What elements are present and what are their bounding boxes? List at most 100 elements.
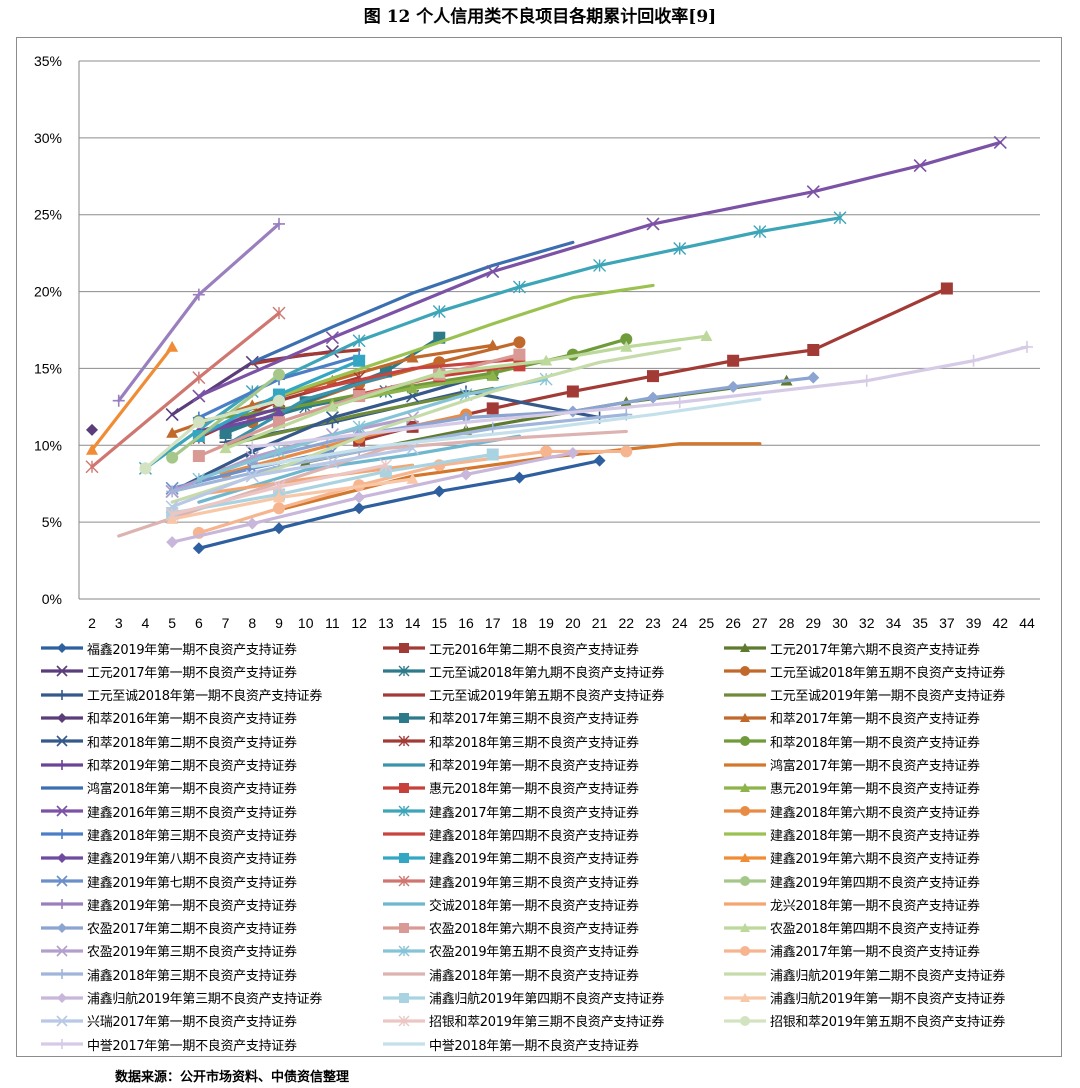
legend-swatch <box>724 666 766 677</box>
legend-label: 建鑫2017年第二期不良资产支持证券 <box>429 805 639 821</box>
data-point <box>273 217 285 230</box>
x-tick-label: 17 <box>485 615 501 631</box>
legend-label: 招银和萃2019年第三期不良资产支持证券 <box>429 1015 665 1031</box>
legend-item: 中誉2018年第一期不良资产支持证券 <box>382 1034 639 1054</box>
legend-label: 浦鑫归航2019年第三期不良资产支持证券 <box>87 992 323 1007</box>
series-50 <box>165 458 393 521</box>
data-point <box>753 225 767 239</box>
legend-label: 农盈2019年第五期不良资产支持证券 <box>429 945 639 961</box>
data-point <box>352 334 366 348</box>
series-line <box>90 345 174 452</box>
series-9 <box>223 386 495 447</box>
legend-item: 建鑫2019年第四期不良资产支持证券 <box>723 871 980 891</box>
series-34 <box>112 217 285 407</box>
legend-swatch <box>41 735 83 747</box>
data-point <box>593 258 607 272</box>
data-point <box>192 450 205 463</box>
legend-swatch <box>41 852 83 863</box>
x-tick-label: 24 <box>672 615 688 631</box>
data-point <box>727 354 740 367</box>
legend-swatch <box>383 972 425 976</box>
data-point <box>379 458 393 472</box>
legend-label: 建鑫2018年第六期不良资产支持证券 <box>770 805 980 821</box>
legend-swatch <box>383 805 425 817</box>
series-line <box>197 449 628 535</box>
data-point <box>399 782 409 793</box>
legend-label: 工元至诚2018年第五期不良资产支持证券 <box>770 665 1006 681</box>
x-tick-label: 10 <box>298 615 314 631</box>
series-53 <box>250 397 762 469</box>
y-tick-label: 20% <box>34 284 62 300</box>
legend-swatch <box>41 759 83 770</box>
data-point <box>166 426 179 438</box>
data-point <box>56 1015 68 1027</box>
data-point <box>967 354 980 367</box>
series-line <box>250 240 575 364</box>
data-point <box>486 339 499 351</box>
legend-label: 浦鑫2017年第一期不良资产支持证券 <box>770 945 980 961</box>
data-point <box>57 829 67 840</box>
legend-item: 龙兴2018年第一期不良资产支持证券 <box>723 894 980 914</box>
legend-swatch <box>383 1042 425 1046</box>
legend-label: 建鑫2018年第四期不良资产支持证券 <box>429 828 639 844</box>
legend-label: 惠元2019年第一期不良资产支持证券 <box>770 782 980 798</box>
legend-label: 惠元2018年第一期不良资产支持证券 <box>429 782 639 798</box>
x-tick-label: 23 <box>645 615 661 631</box>
legend-swatch <box>724 736 766 747</box>
series-36 <box>197 463 415 497</box>
data-point <box>727 380 740 393</box>
x-tick-label: 4 <box>142 615 150 631</box>
legend-swatch <box>724 782 766 792</box>
data-point <box>398 735 410 747</box>
legend-swatch <box>724 762 766 767</box>
legend-item: 工元2017年第一期不良资产支持证券 <box>40 661 297 681</box>
data-point <box>326 400 339 412</box>
legend-label: 建鑫2018年第三期不良资产支持证券 <box>87 828 297 844</box>
legend-label: 浦鑫归航2019年第二期不良资产支持证券 <box>770 968 1006 984</box>
data-point <box>86 443 98 455</box>
data-point <box>700 330 713 341</box>
legend-item: 建鑫2019年第二期不良资产支持证券 <box>382 848 639 868</box>
data-point <box>272 480 286 494</box>
data-point <box>740 922 750 932</box>
series-27 <box>277 283 655 398</box>
legend-item: 和萃2019年第一期不良资产支持证券 <box>382 755 639 775</box>
legend-swatch <box>41 875 83 887</box>
legend-item: 工元至诚2018年第五期不良资产支持证券 <box>723 661 1005 681</box>
data-point <box>807 371 820 384</box>
data-point <box>166 340 179 352</box>
data-point <box>486 422 499 435</box>
series-line <box>223 334 709 450</box>
y-tick-label: 5% <box>42 514 62 530</box>
data-point <box>57 899 67 910</box>
data-point <box>1021 340 1033 353</box>
data-point <box>166 451 179 464</box>
data-point <box>513 336 526 349</box>
legend-label: 鸿富2017年第一期不良资产支持证券 <box>770 759 980 774</box>
legend-swatch <box>41 1039 83 1050</box>
legend-item: 建鑫2019年第六期不良资产支持证券 <box>723 848 980 868</box>
series-51 <box>139 394 285 475</box>
data-point <box>620 340 633 352</box>
legend-label: 浦鑫归航2019年第四期不良资产支持证券 <box>429 992 665 1007</box>
data-point <box>325 455 339 469</box>
legend-swatch <box>41 899 83 910</box>
data-point <box>740 736 750 747</box>
legend-item: 工元至诚2019年第五期不良资产支持证券 <box>382 685 664 705</box>
data-point <box>433 367 446 378</box>
data-point <box>353 502 366 515</box>
x-tick-label: 16 <box>458 615 474 631</box>
legend-item: 和萃2017年第一期不良资产支持证券 <box>723 708 980 728</box>
data-point <box>56 945 68 957</box>
data-point <box>272 306 286 320</box>
data-point <box>139 462 152 475</box>
legend-swatch <box>383 902 425 906</box>
x-tick-label: 22 <box>618 615 634 631</box>
legend-label: 工元至诚2018年第一期不良资产支持证券 <box>87 689 323 705</box>
data-point <box>85 460 99 474</box>
x-tick-label: 15 <box>431 615 447 631</box>
data-point <box>486 265 500 279</box>
series-10 <box>86 423 98 436</box>
data-point <box>806 185 820 199</box>
data-point <box>398 665 410 677</box>
